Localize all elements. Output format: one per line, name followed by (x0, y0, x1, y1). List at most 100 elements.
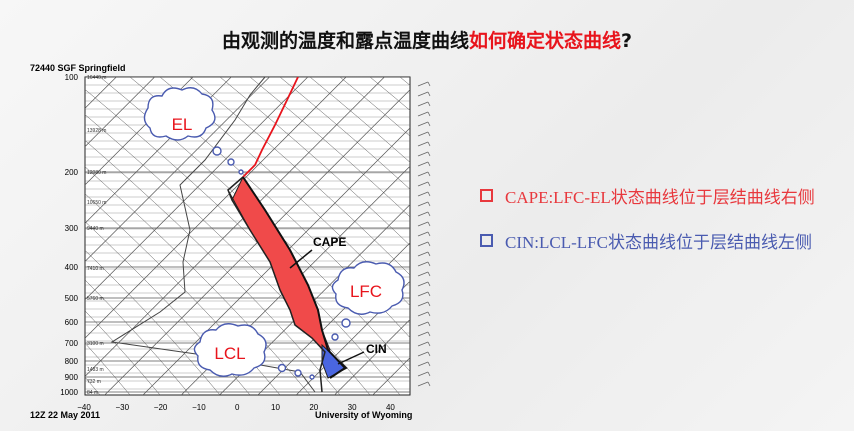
wind-barb (417, 321, 429, 327)
pressure-label: 100 (65, 73, 79, 82)
wind-barb-flag (427, 151, 431, 157)
isotherm (334, 319, 410, 395)
el-cloud (143, 87, 216, 141)
wind-barb (417, 91, 429, 97)
temperature-label: −40 (77, 403, 91, 412)
title-text: 由观测的温度和露点温度曲线 (221, 30, 469, 52)
temperature-label: 40 (386, 403, 395, 412)
wind-barb (417, 281, 429, 287)
wind-barb (417, 171, 429, 177)
wind-barb (417, 111, 429, 117)
wind-barb (417, 241, 429, 247)
wind-barb (417, 301, 429, 307)
wind-barb-flag (427, 141, 431, 147)
cape-arrow (289, 249, 313, 269)
cin-arrow (337, 351, 365, 365)
wind-barb-flag (427, 111, 431, 117)
pressure-label: 500 (65, 294, 79, 303)
wind-barb-flag (427, 211, 431, 217)
wind-barb (417, 121, 429, 127)
height-label: 7410 m (87, 266, 104, 272)
bullet: CIN:LCL-LFC状态曲线位于层结曲线左侧 (480, 228, 812, 253)
wind-barb (417, 361, 429, 367)
temperature-curve (227, 176, 326, 393)
temperature-label: 20 (309, 403, 318, 412)
dry-adiabat (85, 249, 221, 395)
height-label: 84 m (87, 390, 98, 396)
title: 由观测的温度和露点温度曲线如何确定状态曲线? (0, 26, 854, 53)
wind-barb (417, 181, 429, 187)
dry-adiabat (399, 77, 410, 86)
dry-adiabat (339, 77, 410, 137)
dry-adiabat (279, 77, 410, 190)
temperature-label: 0 (235, 403, 240, 412)
dry-adiabat (430, 77, 760, 395)
height-label: 13928 m (87, 128, 106, 134)
title-highlight: 如何确定状态曲线 (468, 30, 621, 52)
footer-left: 12Z 22 May 2011 (30, 410, 100, 420)
wind-barb (417, 261, 429, 267)
wind-barb (417, 131, 429, 137)
el-label: EL (172, 115, 193, 134)
dry-adiabat (460, 77, 790, 395)
isotherm (142, 127, 410, 395)
dry-adiabat (369, 77, 410, 111)
pressure-label: 400 (65, 263, 79, 272)
temperature-label: 30 (348, 403, 357, 412)
dry-adiabat (309, 77, 410, 163)
wind-barb (417, 81, 429, 87)
height-label: 5760 m (87, 296, 104, 302)
dry-adiabat (85, 342, 131, 395)
wind-barb (417, 331, 429, 337)
isotherm (85, 77, 309, 301)
height-label: 3100 m (87, 341, 104, 347)
isotherm (85, 77, 385, 377)
wind-barb-flag (427, 261, 431, 267)
dry-adiabat (85, 310, 161, 395)
wind-barb-flag (427, 181, 431, 187)
wind-barb-flag (427, 371, 431, 377)
lfc-label: LFC (350, 282, 382, 301)
pressure-label: 600 (65, 318, 79, 327)
bullet: CAPE:LFC-EL状态曲线位于层结曲线右侧 (480, 183, 815, 208)
wind-barb-flag (427, 231, 431, 237)
wind-barb-flag (427, 81, 431, 87)
isotherm (295, 280, 410, 395)
wind-barb (417, 351, 429, 357)
cin-label: CIN (366, 342, 387, 356)
wind-barb-flag (427, 221, 431, 227)
dry-adiabat (249, 77, 410, 218)
wind-barb-flag (427, 191, 431, 197)
wind-barb (417, 371, 429, 377)
wind-barb (417, 291, 429, 297)
isotherm (85, 77, 155, 148)
isotherm (257, 242, 410, 395)
height-label: 16440 m (87, 75, 106, 81)
wind-barb-flag (427, 171, 431, 177)
cape-label: CAPE (313, 235, 346, 249)
lcl-cloud (193, 323, 267, 377)
wind-barb (417, 271, 429, 277)
wind-barb-flag (427, 241, 431, 247)
wind-barb-flag (427, 281, 431, 287)
dry-adiabat (85, 166, 311, 395)
pressure-label: 700 (65, 339, 79, 348)
upper-temperature-curve (242, 77, 299, 178)
isotherm (85, 77, 194, 186)
pressure-label: 300 (65, 224, 79, 233)
pressure-label: 800 (65, 357, 79, 366)
footer-right: University of Wyoming (315, 410, 412, 420)
wind-barb-flag (427, 331, 431, 337)
bullet-text: CAPE:LFC-EL状态曲线位于层结曲线右侧 (505, 188, 815, 207)
wind-barb-flag (427, 121, 431, 127)
wind-barb-flag (427, 341, 431, 347)
dry-adiabat (159, 77, 410, 306)
wind-barb (417, 151, 429, 157)
wind-barb (417, 201, 429, 207)
isotherm (219, 204, 410, 395)
isotherm (85, 77, 270, 262)
wind-barb (417, 341, 429, 347)
wind-barb (417, 311, 429, 317)
